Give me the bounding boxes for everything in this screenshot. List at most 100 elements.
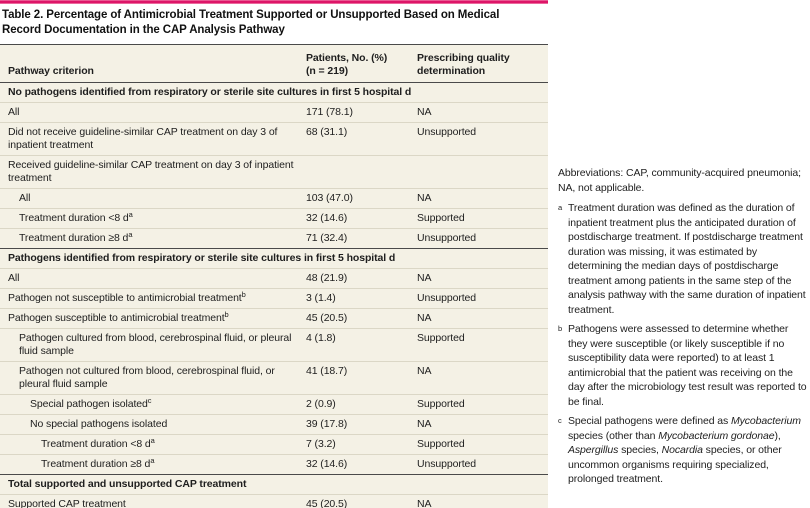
patients-value: 45 (20.5) <box>306 312 348 324</box>
column-header-quality: Prescribing quality determination <box>417 49 548 78</box>
table-row: Did not receive guideline-similar CAP tr… <box>0 122 548 155</box>
column-header-quality-line1: Prescribing quality <box>417 52 510 64</box>
row-label: No special pathogens isolated <box>30 418 168 430</box>
table-row: Pathogen not cultured from blood, cerebr… <box>0 361 548 394</box>
determination-value: NA <box>417 498 432 508</box>
patients-value: 45 (20.5) <box>306 498 348 508</box>
table-row: All 48 (21.9) NA <box>0 268 548 288</box>
row-label: Did not receive guideline-similar CAP tr… <box>8 126 278 151</box>
patients-value: 7 (3.2) <box>306 438 336 450</box>
row-label: Treatment duration ≥8 da <box>19 230 133 244</box>
row-label: Treatment duration <8 da <box>41 436 155 450</box>
footnote-marker: c <box>147 396 152 405</box>
determination-value: Unsupported <box>417 126 477 138</box>
footnote-list: a Treatment duration was defined as the d… <box>558 201 808 487</box>
table-row: Pathogen susceptible to antimicrobial tr… <box>0 308 548 328</box>
row-label: Treatment duration ≥8 da <box>41 456 155 470</box>
footnote-marker: b <box>241 290 246 299</box>
row-label: No pathogens identified from respiratory… <box>8 86 412 98</box>
patients-value: 41 (18.7) <box>306 365 348 377</box>
footnote: a Treatment duration was defined as the d… <box>558 201 808 317</box>
table-row: All 171 (78.1) NA <box>0 102 548 122</box>
table-row: Supported CAP treatment 45 (20.5) NA <box>0 494 548 508</box>
patients-value: 3 (1.4) <box>306 292 336 304</box>
footnote: c Special pathogens were defined as Mycob… <box>558 414 808 487</box>
determination-value: Unsupported <box>417 292 477 304</box>
footnote-text: Pathogens were assessed to determine whe… <box>568 323 807 408</box>
footnote-marker: a <box>558 203 563 212</box>
footnote-sidebar: Abbreviations: CAP, community-acquired p… <box>558 166 808 492</box>
determination-value: Supported <box>417 398 465 410</box>
row-label: Special pathogen isolatedc <box>30 396 152 410</box>
determination-value: Supported <box>417 212 465 224</box>
column-header-quality-line2: determination <box>417 64 486 77</box>
row-label: Pathogen susceptible to antimicrobial tr… <box>8 310 229 324</box>
patients-value: 32 (14.6) <box>306 458 348 470</box>
footnote-marker: a <box>128 210 133 219</box>
column-header-patients: Patients, No. (%) (n = 219) <box>306 49 417 78</box>
patients-value: 171 (78.1) <box>306 106 353 118</box>
patients-value: 32 (14.6) <box>306 212 348 224</box>
determination-value: NA <box>417 418 432 430</box>
table-row: No special pathogens isolated 39 (17.8) NA <box>0 414 548 434</box>
table-row: Treatment duration ≥8 da 32 (14.6) Unsuppo… <box>0 454 548 474</box>
footnote-marker: a <box>150 456 155 465</box>
determination-value: Unsupported <box>417 232 477 244</box>
row-label: Pathogen cultured from blood, cerebrospi… <box>19 332 292 357</box>
section-header-row: No pathogens identified from respiratory… <box>0 82 548 102</box>
column-header-patients-line2: (n = 219) <box>306 64 348 77</box>
table-panel: Table 2. Percentage of Antimicrobial Tre… <box>0 4 548 508</box>
table-body: No pathogens identified from respiratory… <box>0 82 548 508</box>
footnote-marker: a <box>150 436 155 445</box>
row-label: All <box>8 106 20 118</box>
table-row: Treatment duration ≥8 da 71 (32.4) Unsuppo… <box>0 228 548 248</box>
row-label: Received guideline-similar CAP treatment… <box>8 159 294 184</box>
data-table: Pathway criterion Patients, No. (%) (n =… <box>0 44 548 508</box>
table-row: Treatment duration <8 da 32 (14.6) Support… <box>0 208 548 228</box>
footnote: b Pathogens were assessed to determine wh… <box>558 322 808 409</box>
determination-value: NA <box>417 365 432 377</box>
determination-value: NA <box>417 192 432 204</box>
row-label: All <box>8 272 20 284</box>
table-accent-rule <box>0 0 548 4</box>
patients-value: 2 (0.9) <box>306 398 336 410</box>
determination-value: NA <box>417 106 432 118</box>
table-row: Pathogen cultured from blood, cerebrospi… <box>0 328 548 361</box>
determination-value: NA <box>417 312 432 324</box>
column-header-patients-line1: Patients, No. (%) <box>306 52 388 64</box>
determination-value: Unsupported <box>417 458 477 470</box>
determination-value <box>417 156 548 162</box>
footnote-text: Treatment duration was defined as the du… <box>568 202 806 316</box>
section-header-row: Pathogens identified from respiratory or… <box>0 248 548 268</box>
row-label: Pathogens identified from respiratory or… <box>8 252 396 264</box>
table-row: Special pathogen isolatedc 2 (0.9) Support… <box>0 394 548 414</box>
table-title: Table 2. Percentage of Antimicrobial Tre… <box>2 9 500 36</box>
table-header-row: Pathway criterion Patients, No. (%) (n =… <box>0 45 548 82</box>
footnote-marker: b <box>558 324 563 333</box>
footnote-marker: b <box>224 310 229 319</box>
row-label: Pathogen not susceptible to antimicrobia… <box>8 290 246 304</box>
footnote-text: Special pathogens were defined as Mycoba… <box>568 415 801 485</box>
table-row: Treatment duration <8 da 7 (3.2) Supported <box>0 434 548 454</box>
table-row: Received guideline-similar CAP treatment… <box>0 155 548 188</box>
column-header-pathway-criterion: Pathway criterion <box>8 64 94 77</box>
section-header-row: Total supported and unsupported CAP trea… <box>0 474 548 494</box>
patients-value: 68 (31.1) <box>306 126 348 138</box>
row-label: Treatment duration <8 da <box>19 210 133 224</box>
row-label: All <box>19 192 31 204</box>
footnote-marker: c <box>558 416 562 425</box>
patients-value: 103 (47.0) <box>306 192 353 204</box>
row-label: Total supported and unsupported CAP trea… <box>8 478 247 490</box>
patients-value: 71 (32.4) <box>306 232 348 244</box>
determination-value: Supported <box>417 332 465 344</box>
patients-value: 48 (21.9) <box>306 272 348 284</box>
patients-value <box>306 156 417 162</box>
row-label: Pathogen not cultured from blood, cerebr… <box>19 365 275 390</box>
row-label: Supported CAP treatment <box>8 498 126 508</box>
patients-value: 39 (17.8) <box>306 418 348 430</box>
determination-value: Supported <box>417 438 465 450</box>
abbreviations-text: Abbreviations: CAP, community-acquired p… <box>558 167 801 194</box>
table-row: All 103 (47.0) NA <box>0 188 548 208</box>
determination-value: NA <box>417 272 432 284</box>
